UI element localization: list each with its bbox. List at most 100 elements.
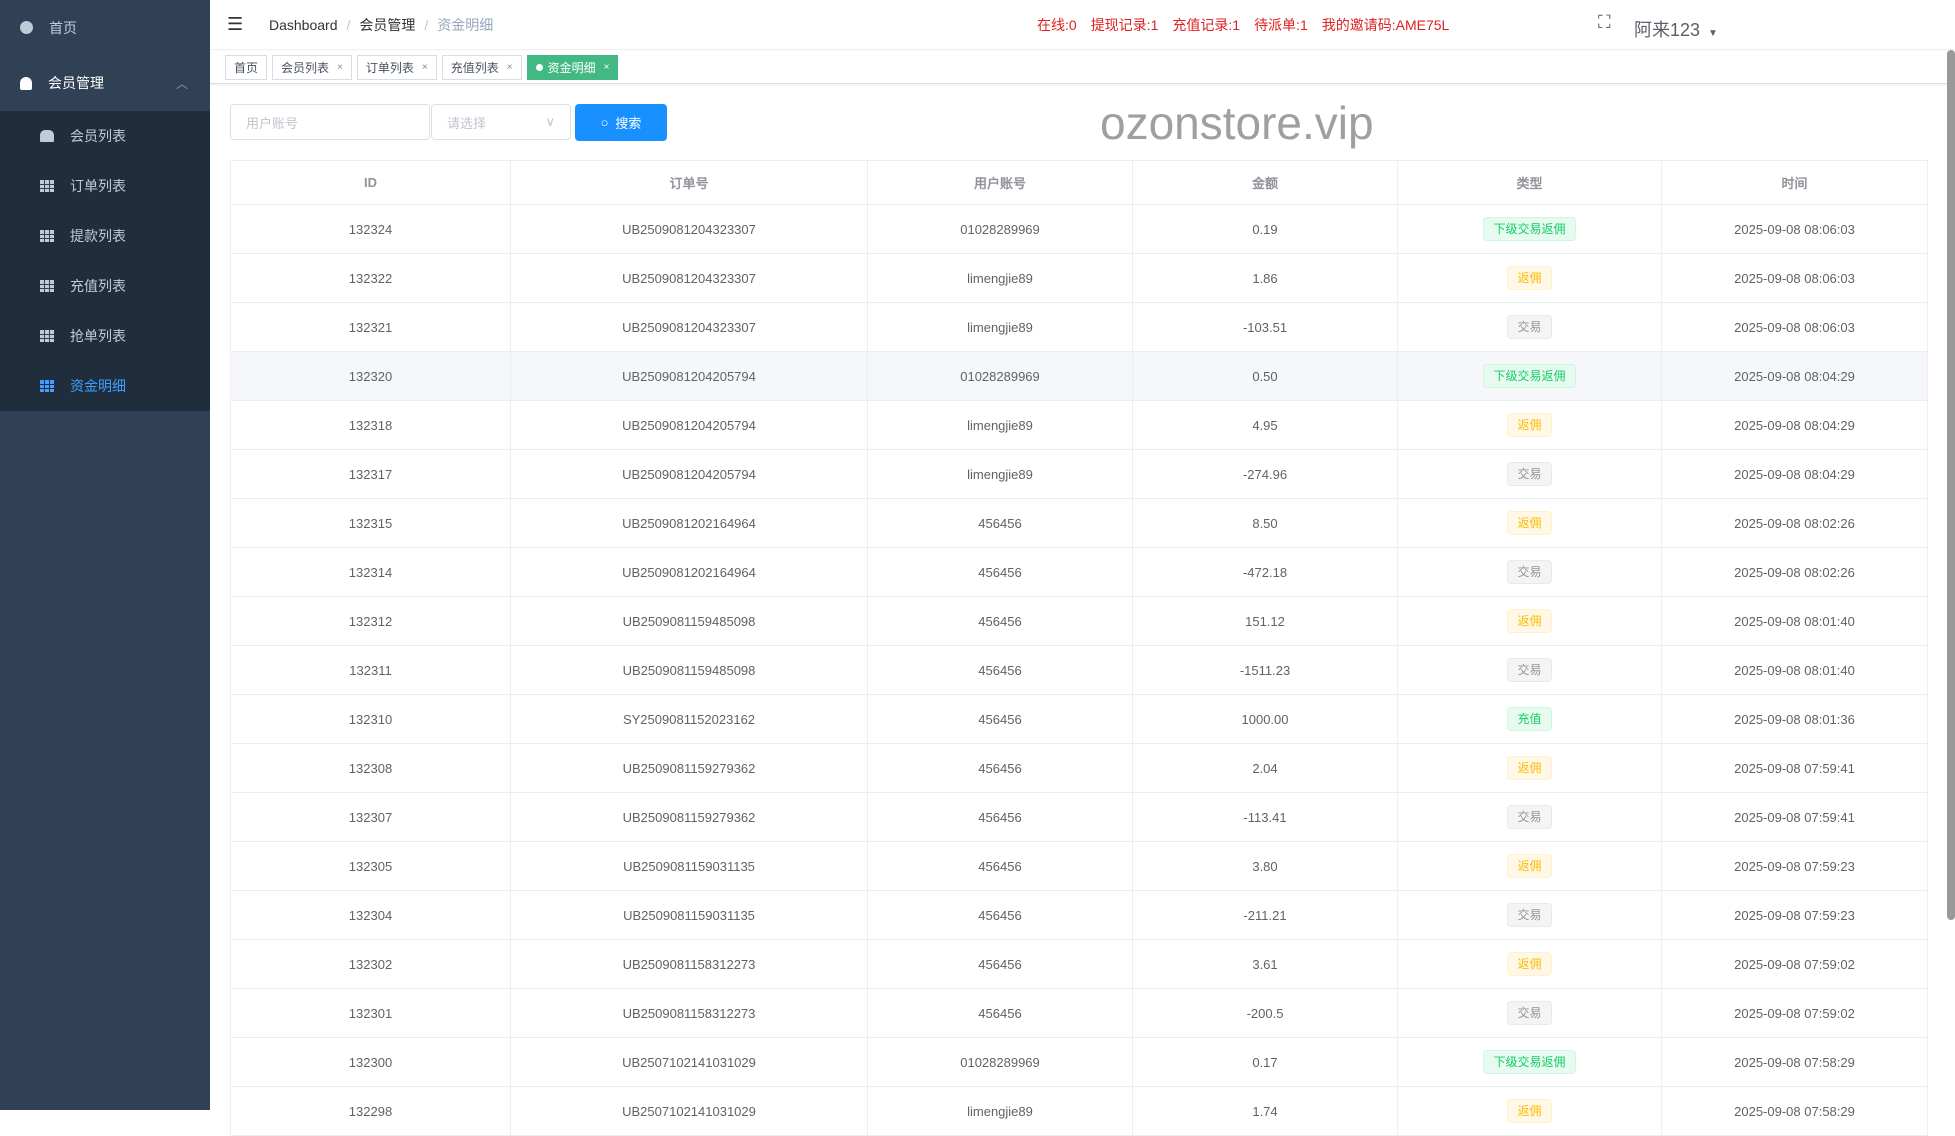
sidebar-item-3[interactable]: 充值列表 (0, 261, 210, 311)
sidebar-item-1[interactable]: 订单列表 (0, 161, 210, 211)
select-placeholder: 请选择 (447, 115, 487, 131)
table-cell: 2025-09-08 07:59:41 (1661, 792, 1928, 842)
table-row[interactable]: 132321 UB2509081204323307 limengjie89 -103.… (230, 302, 1928, 352)
tag-2[interactable]: 订单列表 × (356, 54, 437, 80)
account-input[interactable]: 用户账号 (230, 104, 430, 140)
table-cell: 456456 (867, 841, 1133, 891)
table-row[interactable]: 132307 UB2509081159279362 456456 -113.41 交易 2… (230, 792, 1928, 842)
table-cell: 1.74 (1132, 1086, 1398, 1136)
close-icon[interactable]: × (506, 61, 513, 73)
table-cell: UB2509081204205794 (510, 449, 868, 499)
table-cell: 132301 (230, 988, 511, 1038)
scrollbar[interactable] (1947, 50, 1955, 920)
table-cell: 下级交易返佣 (1397, 204, 1662, 254)
breadcrumb-dashboard[interactable]: Dashboard (269, 16, 338, 33)
table-cell: 2025-09-08 07:59:23 (1661, 841, 1928, 891)
hamburger-icon[interactable]: ☰ (227, 14, 244, 34)
table-cell: UB2507102141031029 (510, 1086, 868, 1136)
table-cell: 3.80 (1132, 841, 1398, 891)
table-cell: 2025-09-08 07:59:02 (1661, 988, 1928, 1038)
table-row[interactable]: 132317 UB2509081204205794 limengjie89 -274.… (230, 449, 1928, 499)
table-row[interactable]: 132302 UB2509081158312273 456456 3.61 返佣 2025… (230, 939, 1928, 989)
table-cell: 4.95 (1132, 400, 1398, 450)
table-cell: 456456 (867, 743, 1133, 793)
stat-withdraw[interactable]: 提现记录:1 (1090, 17, 1159, 33)
table-cell: 返佣 (1397, 1086, 1662, 1136)
table-row[interactable]: 132305 UB2509081159031135 456456 3.80 返佣 2025… (230, 841, 1928, 891)
table-row[interactable]: 132311 UB2509081159485098 456456 -1511.23 交易… (230, 645, 1928, 695)
sidebar: 首页 会员管理 ︿ 会员列表 订单列表提款列表充值列表 抢单列表 资金明细 (0, 0, 210, 1110)
table-row[interactable]: 132312 UB2509081159485098 456456 151.12 返佣 20… (230, 596, 1928, 646)
table-cell: 456456 (867, 596, 1133, 646)
user-menu[interactable]: 阿来123 ▼ (1634, 16, 1718, 42)
table-row[interactable]: 132310 SY2509081152023162 456456 1000.00 充值 2… (230, 694, 1928, 744)
table-cell: 132300 (230, 1037, 511, 1087)
table-row[interactable]: 132301 UB2509081158312273 456456 -200.5 交易 20… (230, 988, 1928, 1038)
table-row[interactable]: 132324 UB2509081204323307 01028289969 0.19 下… (230, 204, 1928, 254)
table-cell: 132308 (230, 743, 511, 793)
table-cell: UB2509081159485098 (510, 596, 868, 646)
tag-4[interactable]: 资金明细 × (526, 54, 619, 80)
search-bar: 用户账号 请选择 ∨ ○ 搜索 (230, 104, 667, 141)
search-icon: ○ (600, 115, 609, 130)
fullscreen-icon[interactable]: ⛶ (1598, 12, 1611, 32)
tag-0[interactable]: 首页 (225, 54, 268, 80)
type-select[interactable]: 请选择 ∨ (431, 104, 571, 140)
sidebar-item-4[interactable]: 抢单列表 (0, 311, 210, 361)
table-cell: 456456 (867, 939, 1133, 989)
tag-label: 订单列表 (365, 60, 414, 75)
table-cell: 2.04 (1132, 743, 1398, 793)
table-cell: 132324 (230, 204, 511, 254)
type-badge: 下级交易返佣 (1483, 364, 1576, 388)
close-icon[interactable]: × (421, 61, 428, 73)
table-row[interactable]: 132304 UB2509081159031135 456456 -211.21 交易 2… (230, 890, 1928, 940)
table-cell: -200.5 (1132, 988, 1398, 1038)
table-row[interactable]: 132300 UB2507102141031029 01028289969 0.17 下… (230, 1037, 1928, 1087)
tag-3[interactable]: 充值列表 × (441, 54, 522, 80)
table-cell: 交易 (1397, 645, 1662, 695)
table-header: ID 订单号 用户账号 金额 类型 时间 (230, 160, 1928, 205)
table-row[interactable]: 132320 UB2509081204205794 01028289969 0.50 下… (230, 351, 1928, 401)
table-cell: limengjie89 (867, 400, 1133, 450)
table-cell: -472.18 (1132, 547, 1398, 597)
sidebar-item-0[interactable]: 会员列表 (0, 111, 210, 161)
column-header: ID (230, 160, 511, 205)
table-row[interactable]: 132298 UB2507102141031029 limengjie89 1.74 返… (230, 1086, 1928, 1136)
sidebar-item-5[interactable]: 资金明细 (0, 361, 210, 411)
type-badge: 返佣 (1507, 952, 1552, 976)
table-cell: 132302 (230, 939, 511, 989)
users-icon (40, 130, 54, 142)
chevron-down-icon: ∨ (545, 114, 555, 129)
table-cell: UB2509081204323307 (510, 302, 868, 352)
stat-pending[interactable]: 待派单:1 (1254, 17, 1308, 33)
table-cell: 返佣 (1397, 596, 1662, 646)
sidebar-item-home[interactable]: 首页 (0, 0, 210, 55)
table-row[interactable]: 132315 UB2509081202164964 456456 8.50 返佣 2025… (230, 498, 1928, 548)
table-row[interactable]: 132322 UB2509081204323307 limengjie89 1.86 返… (230, 253, 1928, 303)
table-cell: 2025-09-08 08:06:03 (1661, 204, 1928, 254)
type-badge: 返佣 (1507, 609, 1552, 633)
sidebar-item-2[interactable]: 提款列表 (0, 211, 210, 261)
table-row[interactable]: 132308 UB2509081159279362 456456 2.04 返佣 2025… (230, 743, 1928, 793)
table-row[interactable]: 132314 UB2509081202164964 456456 -472.18 交易 2… (230, 547, 1928, 597)
stat-online[interactable]: 在线:0 (1037, 17, 1077, 33)
table-cell: 交易 (1397, 302, 1662, 352)
table-cell: 下级交易返佣 (1397, 1037, 1662, 1087)
sidebar-group-label: 会员管理 (48, 75, 104, 91)
table-cell: 132314 (230, 547, 511, 597)
tag-1[interactable]: 会员列表 × (272, 54, 352, 80)
sidebar-group-member[interactable]: 会员管理 ︿ (0, 55, 210, 111)
table-cell: UB2509081159279362 (510, 743, 868, 793)
stat-recharge[interactable]: 充值记录:1 (1172, 17, 1241, 33)
search-button[interactable]: ○ 搜索 (575, 104, 667, 141)
table-cell: 2025-09-08 07:58:29 (1661, 1037, 1928, 1087)
close-icon[interactable]: × (337, 61, 343, 73)
table-cell: 2025-09-08 08:02:26 (1661, 498, 1928, 548)
close-icon[interactable]: × (603, 61, 610, 73)
sidebar-item-label: 提款列表 (70, 228, 126, 244)
tag-label: 资金明细 (547, 60, 596, 75)
table-row[interactable]: 132318 UB2509081204205794 limengjie89 4.95 返… (230, 400, 1928, 450)
table-cell: 2025-09-08 08:04:29 (1661, 351, 1928, 401)
table-cell: UB2509081204323307 (510, 204, 868, 254)
tag-label: 首页 (234, 60, 259, 75)
